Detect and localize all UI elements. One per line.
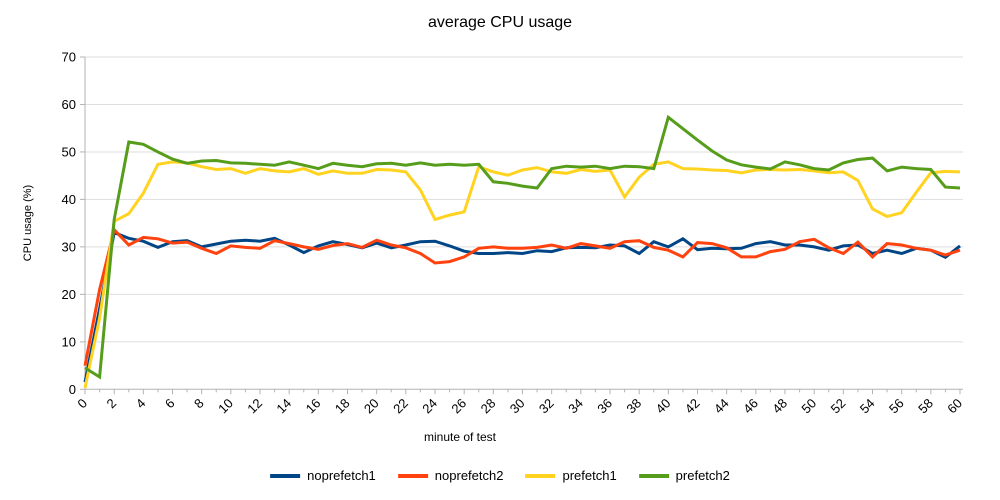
y-tick-label: 20 [62,287,76,302]
x-tick-label: 24 [419,396,440,417]
x-tick-label: 40 [653,396,674,417]
x-tick-label: 20 [361,396,382,417]
legend-label: prefetch2 [675,468,730,483]
legend-swatch-prefetch1 [525,473,556,478]
x-tick-label: 44 [711,396,732,417]
series-line-noprefetch1 [83,230,961,383]
x-tick-label: 58 [915,396,936,417]
series-line-prefetch2 [84,114,961,380]
legend-label: prefetch1 [562,468,617,483]
x-tick-label: 48 [769,396,790,417]
x-tick-label: 52 [828,396,849,417]
series-line-prefetch1 [83,160,961,389]
legend-swatch-noprefetch2 [397,473,428,478]
legend-swatch-noprefetch1 [270,473,301,478]
x-tick-label: 34 [565,396,586,417]
y-tick-label: 60 [62,97,76,112]
y-tick-label: 70 [62,50,76,65]
x-tick-label: 54 [857,396,878,417]
x-tick-label: 4 [133,396,149,412]
x-tick-label: 42 [682,396,703,417]
legend-item-prefetch2: prefetch2 [638,468,730,483]
y-tick-label: 30 [62,239,76,254]
x-tick-label: 2 [104,396,120,412]
x-tick-label: 0 [74,396,90,412]
x-tick-label: 12 [244,396,265,417]
legend-item-noprefetch2: noprefetch2 [397,468,504,483]
x-tick-label: 60 [944,396,965,417]
x-tick-label: 36 [594,396,615,417]
y-tick-label: 50 [62,144,76,159]
x-tick-label: 50 [798,396,819,417]
x-tick-label: 18 [332,396,353,417]
x-tick-label: 10 [215,396,236,417]
x-tick-label: 46 [740,396,761,417]
legend-item-prefetch1: prefetch1 [525,468,617,483]
y-tick-label: 0 [69,382,76,397]
legend-item-noprefetch1: noprefetch1 [270,468,376,483]
x-tick-label: 6 [162,396,178,412]
x-tick-label: 28 [478,396,499,417]
x-tick-label: 22 [390,396,411,417]
x-axis-title: minute of test [423,430,497,444]
x-tick-label: 26 [448,396,469,417]
x-tick-label: 16 [303,396,324,417]
chart-title: average CPU usage [427,14,573,31]
y-tick-label: 10 [62,334,76,349]
x-tick-label: 30 [507,396,528,417]
legend: noprefetch1 noprefetch2 prefetch1 prefetch2 [270,468,730,483]
x-tick-label: 38 [623,396,644,417]
y-tick-label: 40 [62,192,76,207]
x-tick-label: 32 [536,396,557,417]
legend-swatch-prefetch2 [638,473,669,478]
x-tick-label: 8 [191,396,207,412]
legend-label: noprefetch1 [307,468,376,483]
x-tick-label: 14 [273,396,294,417]
series-line-noprefetch2 [83,226,961,366]
legend-label: noprefetch2 [434,468,504,483]
x-tick-label: 56 [886,396,907,417]
